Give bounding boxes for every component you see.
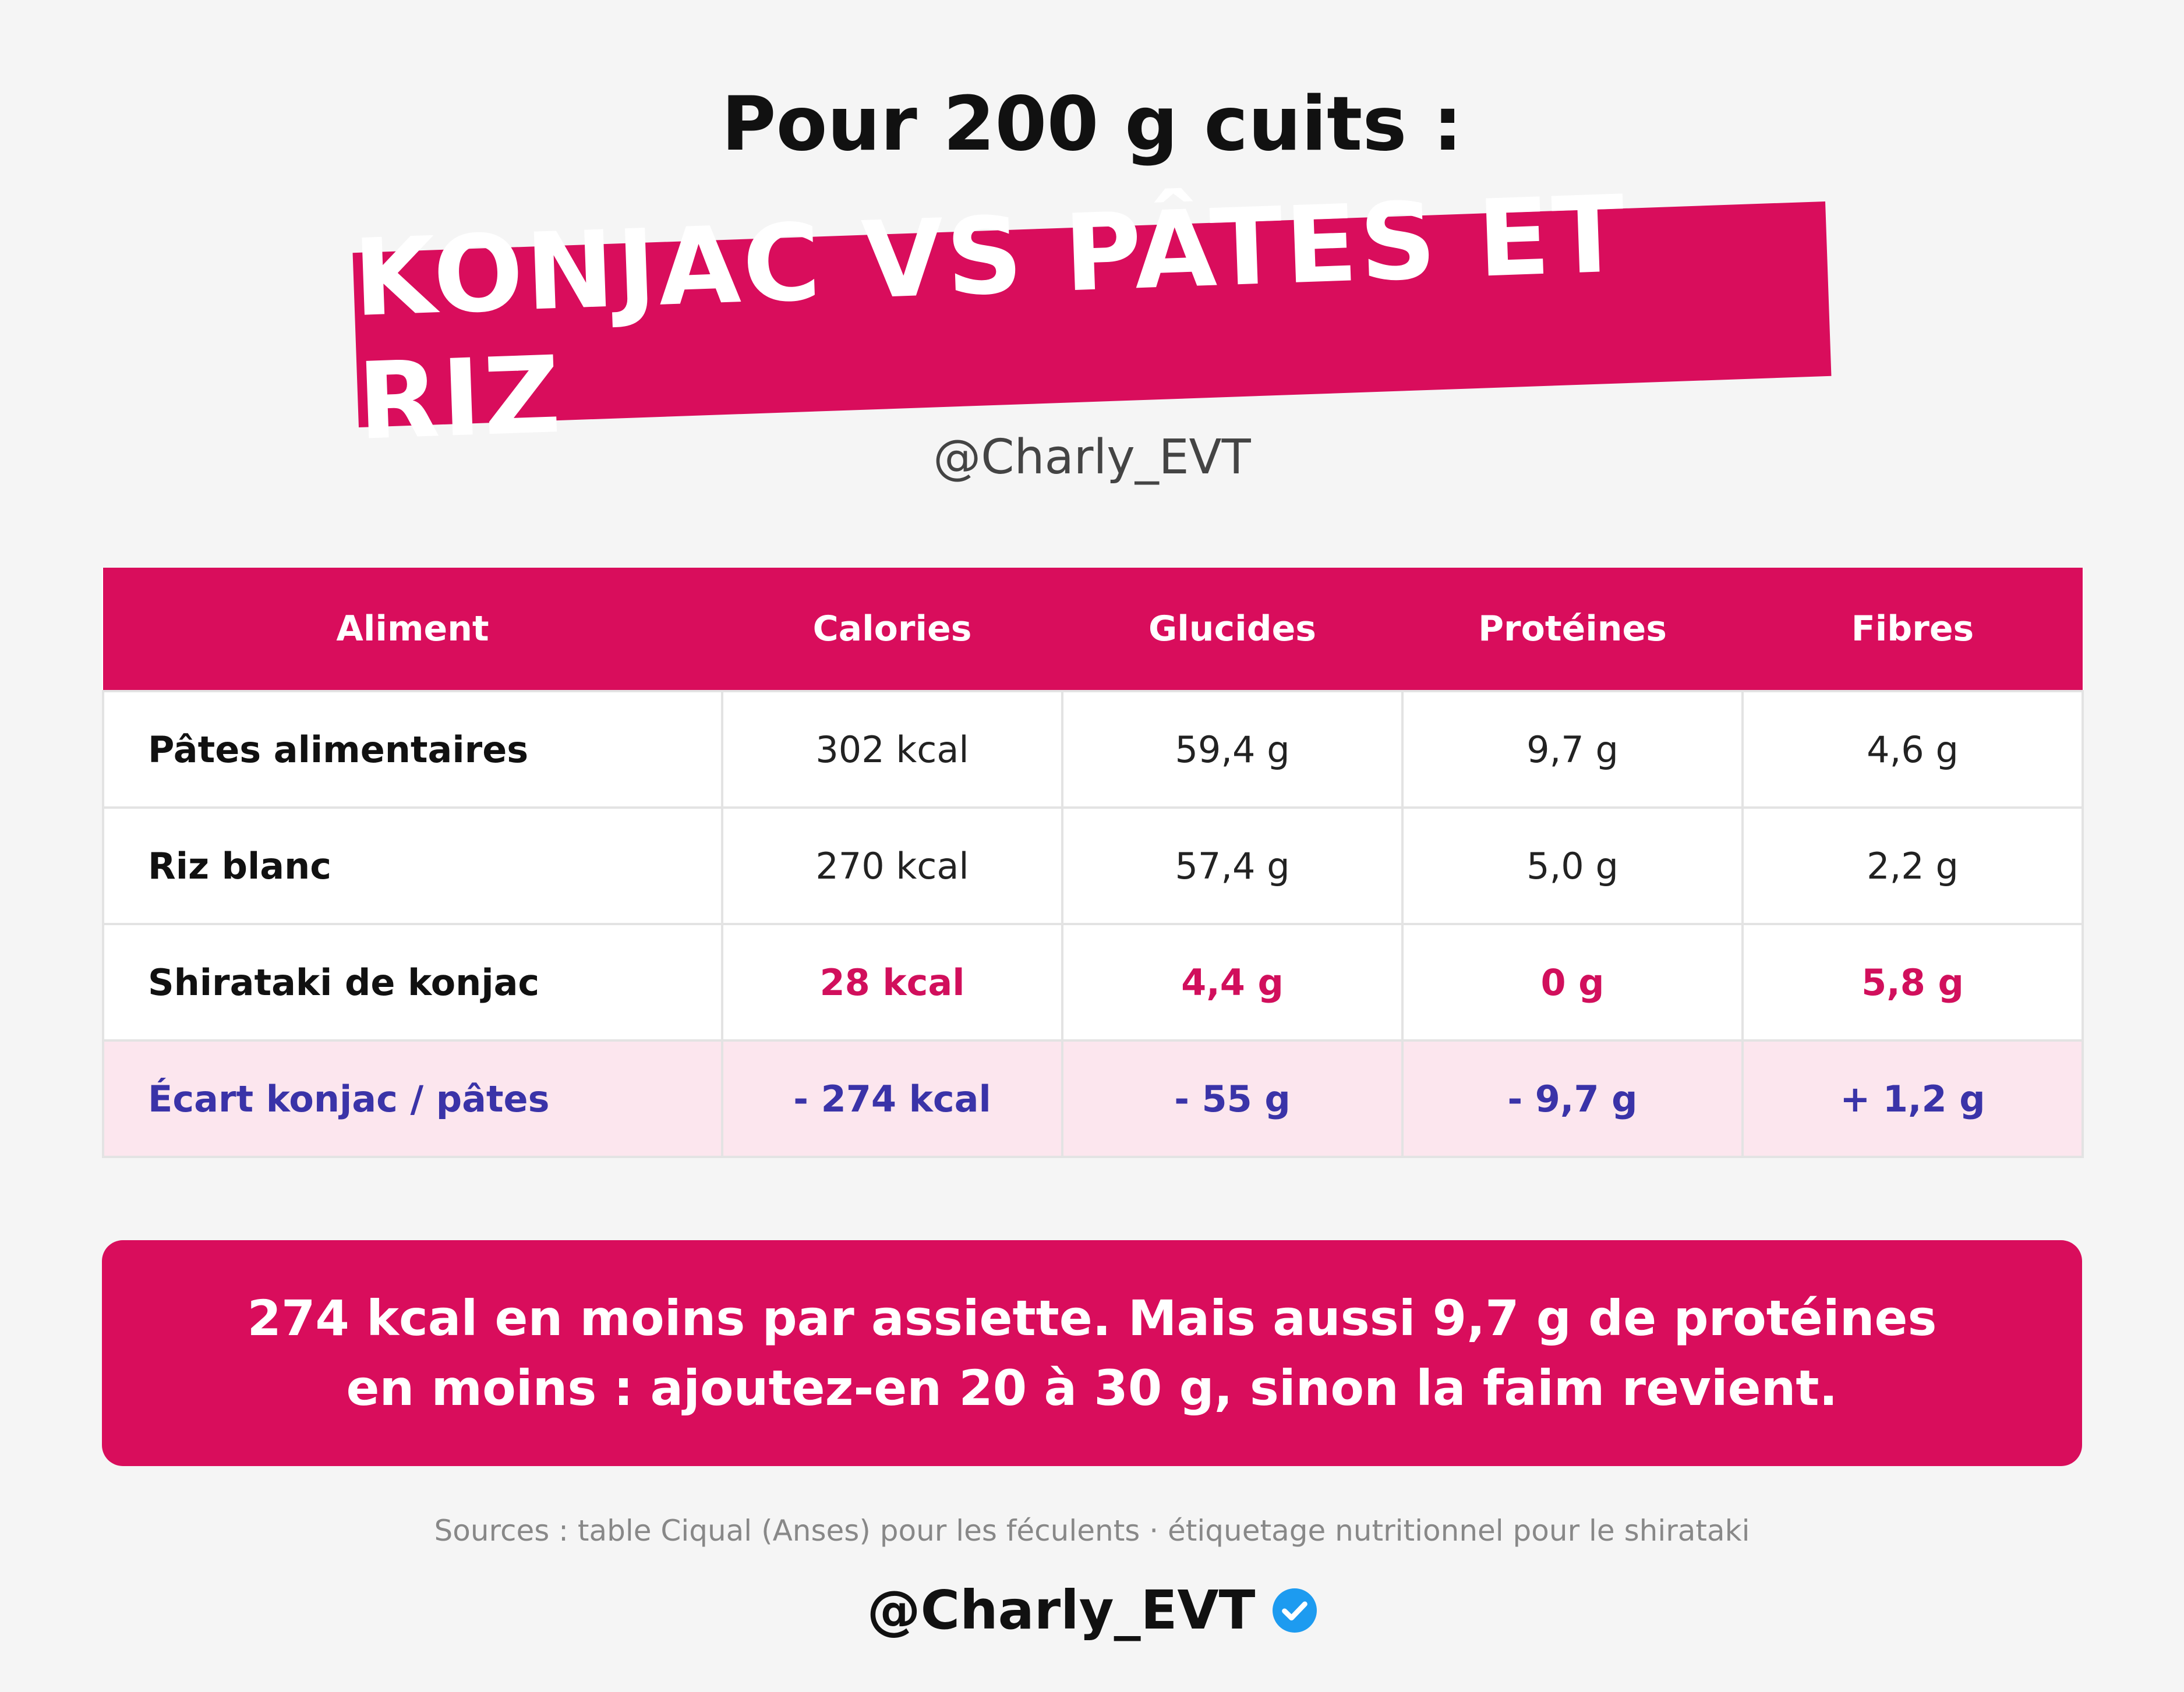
proteines-cell: 0 g xyxy=(1401,923,1744,1042)
glucides-cell: 57,4 g xyxy=(1061,806,1404,925)
fibres-cell: + 1,2 g xyxy=(1741,1039,2084,1158)
calories-cell: 270 kcal xyxy=(721,806,1063,925)
footer-handle: @Charly_EVT xyxy=(867,1579,1256,1641)
food-name-cell: Shirataki de konjac xyxy=(102,923,723,1042)
food-name-cell: Pâtes alimentaires xyxy=(102,690,723,809)
table-row: Riz blanc 270 kcal 57,4 g 5,0 g 2,2 g xyxy=(102,806,2084,925)
verified-badge-icon xyxy=(1273,1588,1317,1633)
fibres-cell: 4,6 g xyxy=(1741,690,2084,809)
proteines-cell: 9,7 g xyxy=(1401,690,1744,809)
callout-box: 274 kcal en moins par assiette. Mais aus… xyxy=(102,1240,2082,1466)
glucides-cell: - 55 g xyxy=(1061,1039,1404,1158)
column-header-aliment: Aliment xyxy=(103,568,722,691)
glucides-cell: 4,4 g xyxy=(1061,923,1404,1042)
title-banner: KONJAC VS PÂTES ET RIZ xyxy=(351,172,1832,464)
food-name-cell: Riz blanc xyxy=(102,806,723,925)
fibres-cell: 5,8 g xyxy=(1741,923,2084,1042)
callout-line-2: en moins : ajoutez-en 20 à 30 g, sinon l… xyxy=(346,1360,1838,1417)
footer: @Charly_EVT xyxy=(0,1579,2184,1641)
calories-cell: - 274 kcal xyxy=(721,1039,1063,1158)
table-row-difference: Écart konjac / pâtes - 274 kcal - 55 g -… xyxy=(102,1039,2084,1158)
column-header-glucides: Glucides xyxy=(1062,568,1402,691)
callout-line-1: 274 kcal en moins par assiette. Mais aus… xyxy=(247,1290,1937,1347)
table-row-konjac: Shirataki de konjac 28 kcal 4,4 g 0 g 5,… xyxy=(102,923,2084,1042)
glucides-cell: 59,4 g xyxy=(1061,690,1404,809)
page-subtitle: Pour 200 g cuits : xyxy=(721,81,1463,168)
proteines-cell: 5,0 g xyxy=(1401,806,1744,925)
column-header-proteines: Protéines xyxy=(1402,568,1743,691)
calories-cell: 302 kcal xyxy=(721,690,1063,809)
table-row: Pâtes alimentaires 302 kcal 59,4 g 9,7 g… xyxy=(102,690,2084,809)
table-header-row: Aliment Calories Glucides Protéines Fibr… xyxy=(103,568,2083,691)
column-header-fibres: Fibres xyxy=(1743,568,2083,691)
fibres-cell: 2,2 g xyxy=(1741,806,2084,925)
author-handle: @Charly_EVT xyxy=(933,430,1251,485)
food-name-cell: Écart konjac / pâtes xyxy=(102,1039,723,1158)
column-header-calories: Calories xyxy=(722,568,1062,691)
banner-title: KONJAC VS PÂTES ET RIZ xyxy=(351,172,1629,464)
calories-cell: 28 kcal xyxy=(721,923,1063,1042)
proteines-cell: - 9,7 g xyxy=(1401,1039,1744,1158)
sources-note: Sources : table Ciqual (Anses) pour les … xyxy=(434,1514,1750,1548)
nutrition-table: Aliment Calories Glucides Protéines Fibr… xyxy=(102,568,2084,1158)
